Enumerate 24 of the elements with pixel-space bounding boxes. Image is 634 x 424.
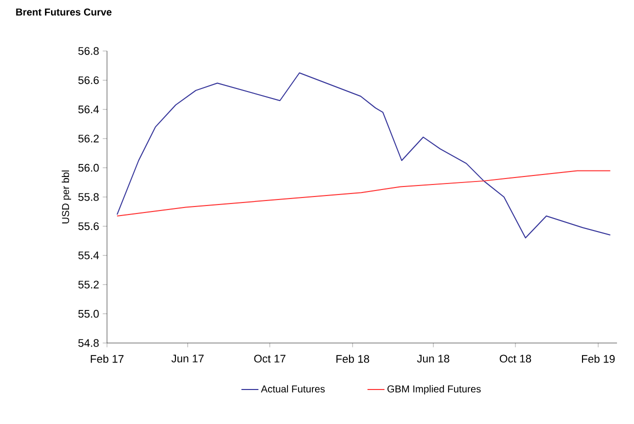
y-tick-label: 56.0: [78, 164, 99, 172]
y-tick-label: 56.8: [78, 47, 99, 55]
y-tick-label: 56.4: [78, 106, 99, 114]
y-axis-title: USD per bbl: [62, 170, 72, 224]
y-tick-label: 56.2: [78, 134, 99, 142]
y-tick-label: 55.0: [78, 310, 99, 318]
x-tick-label: Feb 18: [336, 354, 370, 363]
y-tick-label: 54.8: [78, 339, 99, 347]
x-tick-label: Oct 17: [254, 354, 286, 363]
x-tick-label: Feb 17: [90, 354, 124, 363]
x-tick-label: Jun 17: [171, 354, 204, 362]
x-tick-label: Jun 18: [417, 354, 450, 363]
y-tick-label: 55.6: [78, 222, 99, 230]
x-tick-label: Feb 19: [582, 354, 615, 363]
y-tick-label: 55.4: [78, 252, 99, 260]
x-tick-label: Oct 18: [500, 354, 532, 363]
y-tick-label: 56.6: [78, 76, 99, 84]
line-series: [116, 72, 611, 238]
legend-label: GBM Implied Futures: [387, 385, 481, 394]
y-tick-label: 55.2: [78, 280, 99, 288]
y-tick-label: 55.8: [78, 193, 99, 201]
legend-label: Actual Futures: [260, 385, 325, 392]
chart-title: Brent Futures Curve: [16, 8, 112, 16]
line-series: [116, 170, 611, 216]
